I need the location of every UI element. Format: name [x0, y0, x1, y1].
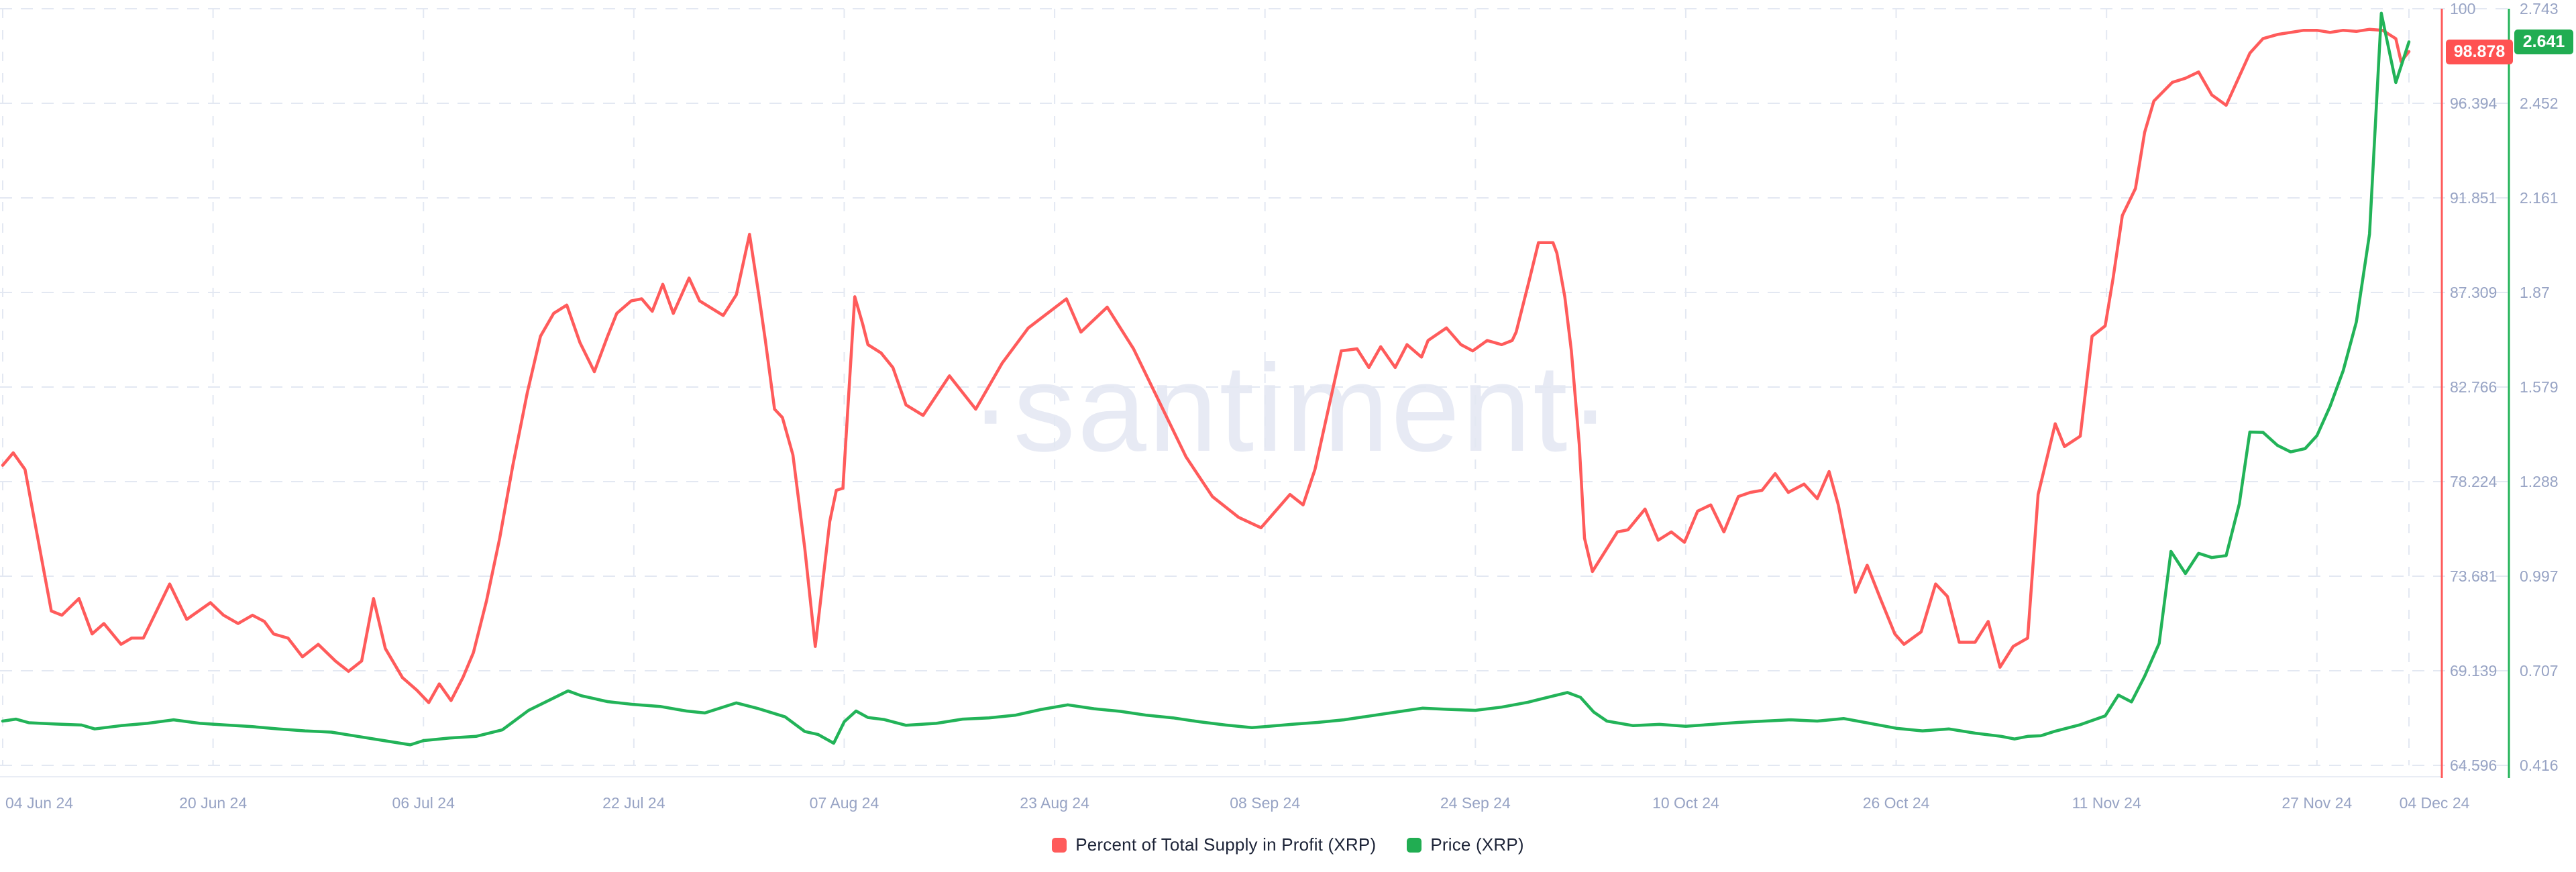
- series-line-price: [1, 11, 2411, 747]
- percent-axis-tick-label: 64.596: [2450, 757, 2497, 774]
- legend-item-percent-supply-in-profit[interactable]: Percent of Total Supply in Profit (XRP): [1052, 834, 1376, 855]
- percent-axis-tick-label: 82.766: [2450, 378, 2497, 396]
- x-axis-label: 20 Jun 24: [179, 794, 247, 812]
- x-axis-labels: 04 Jun 24 20 Jun 24 06 Jul 24 22 Jul 24 07 A…: [5, 794, 2470, 812]
- price-value-badge: 2.641: [2514, 30, 2573, 54]
- santiment-watermark: ·santiment·: [970, 339, 1613, 478]
- percent-axis-tick-label: 78.224: [2450, 473, 2498, 490]
- x-axis-label: 10 Oct 24: [1652, 794, 1719, 812]
- x-axis-label: 07 Aug 24: [810, 794, 879, 812]
- x-axis-label: 22 Jul 24: [602, 794, 665, 812]
- percent-axis-tick-label: 100: [2450, 0, 2475, 17]
- price-axis-tick-label: 1.288: [2520, 473, 2559, 490]
- percent-axis-tick-label: 73.681: [2450, 567, 2497, 585]
- x-axis-label: 08 Sep 24: [1230, 794, 1300, 812]
- percent-axis-labels: 100 96.394 91.851 87.309 82.766 78.224 73.681 6…: [2450, 0, 2498, 774]
- percent-axis-tick-label: 69.139: [2450, 662, 2497, 679]
- grid-lines: [0, 8, 2509, 766]
- svg-text:98.878: 98.878: [2454, 42, 2506, 61]
- price-axis-tick-label: 0.707: [2520, 662, 2559, 679]
- series-line-supply-in-profit: [1, 28, 2411, 704]
- legend-item-price[interactable]: Price (XRP): [1407, 834, 1524, 855]
- series-lines: [1, 11, 2411, 747]
- x-axis-label: 27 Nov 24: [2282, 794, 2352, 812]
- percent-series-swatch-icon: [1052, 837, 1067, 853]
- price-axis-tick-label: 1.579: [2520, 378, 2559, 396]
- price-axis-tick-label: 2.452: [2520, 95, 2559, 112]
- percent-axis-tick-label: 87.309: [2450, 284, 2497, 301]
- x-axis-label: 24 Sep 24: [1440, 794, 1511, 812]
- price-axis-tick-label: 2.161: [2520, 189, 2559, 207]
- x-axis-label: 11 Nov 24: [2072, 794, 2141, 812]
- price-axis-tick-label: 2.743: [2520, 0, 2559, 17]
- x-axis-label: 04 Dec 24: [2400, 794, 2470, 812]
- percent-axis-tick-label: 91.851: [2450, 189, 2497, 207]
- x-axis-label: 26 Oct 24: [1863, 794, 1930, 812]
- x-axis-label: 06 Jul 24: [392, 794, 455, 812]
- price-axis-labels: 2.743 2.452 2.161 1.87 1.579 1.288 0.997 0.707 0…: [2520, 0, 2559, 774]
- svg-text:2.641: 2.641: [2523, 32, 2565, 51]
- percent-axis-tick-label: 96.394: [2450, 95, 2498, 112]
- price-series-swatch-icon: [1407, 837, 1422, 853]
- x-axis-label: 23 Aug 24: [1020, 794, 1089, 812]
- price-axis-tick-label: 1.87: [2520, 284, 2550, 301]
- x-axis-label: 04 Jun 24: [5, 794, 73, 812]
- legend: Percent of Total Supply in Profit (XRP) …: [0, 834, 2576, 855]
- legend-label: Price (XRP): [1430, 834, 1524, 855]
- price-axis-tick-label: 0.416: [2520, 757, 2559, 774]
- price-axis-tick-label: 0.997: [2520, 567, 2559, 585]
- legend-label: Percent of Total Supply in Profit (XRP): [1075, 834, 1377, 855]
- percent-value-badge: 98.878: [2446, 40, 2513, 64]
